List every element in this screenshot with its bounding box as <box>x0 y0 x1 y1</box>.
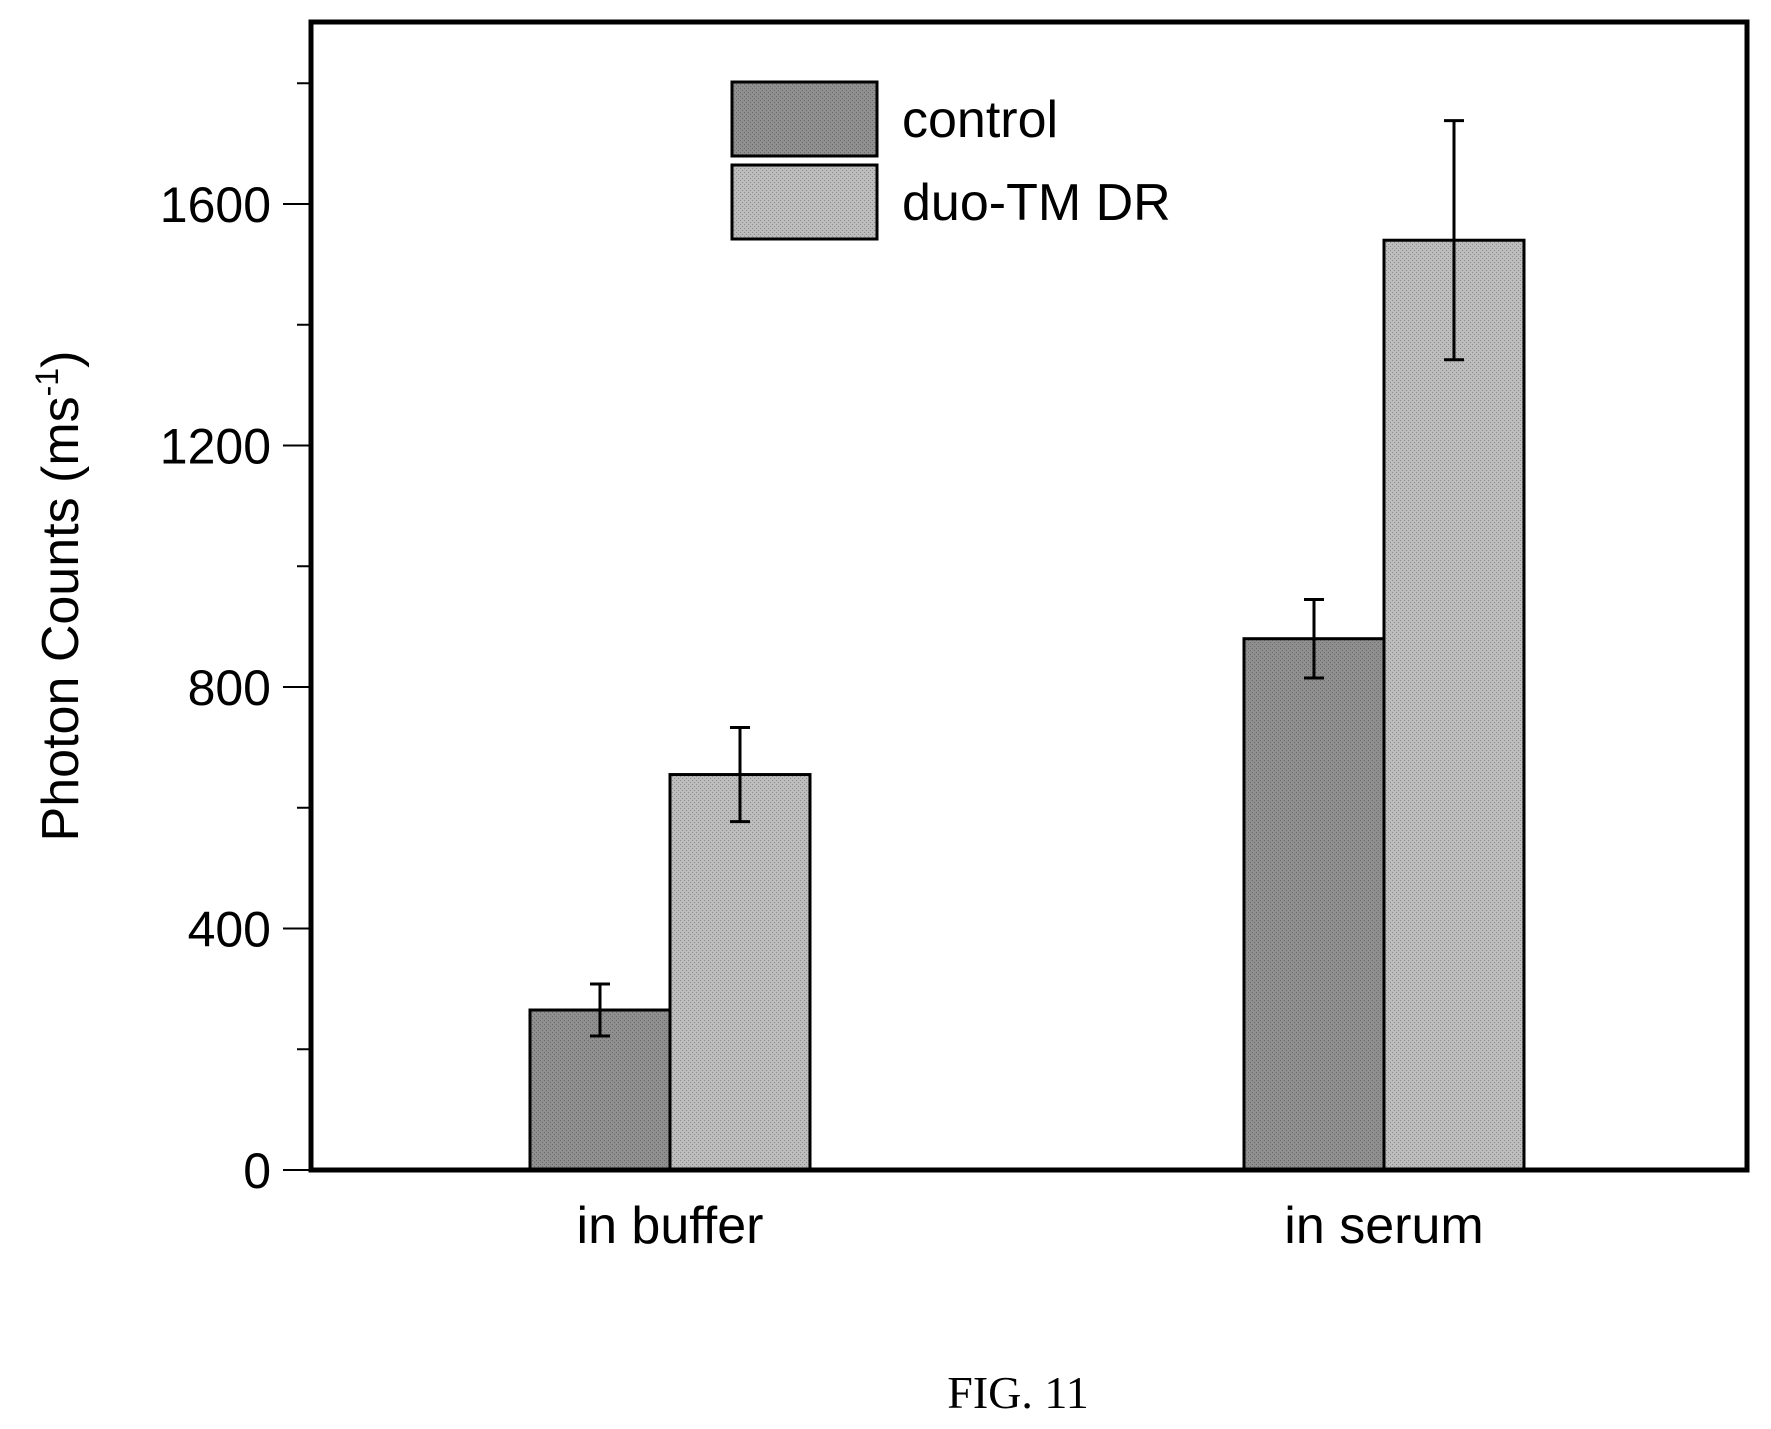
y-tick-label: 1200 <box>160 419 271 475</box>
bar-control-in-serum <box>1242 637 1386 1172</box>
figure-caption: FIG. 11 <box>947 1367 1088 1418</box>
error-bars-group <box>311 119 1747 1173</box>
legend-label-duo-tm-dr: duo-TM DR <box>902 174 1171 232</box>
y-axis-title: Photon Counts (ms-1) <box>29 351 90 842</box>
bar-duo-tm-dr-in-serum <box>1382 238 1526 1172</box>
x-axis-labels: in buffer in serum <box>577 1197 1484 1255</box>
y-tick-label: 400 <box>188 902 271 958</box>
y-axis: 0 400 800 1200 1600 <box>160 82 311 1199</box>
y-tick-label: 800 <box>188 660 271 716</box>
y-axis-title-sup: -1 <box>29 368 65 396</box>
legend: control duo-TM DR <box>730 80 1171 241</box>
y-axis-title-close: ) <box>32 351 90 368</box>
y-tick-label: 1600 <box>160 177 271 233</box>
legend-swatch-duo-tm-dr <box>730 163 879 241</box>
legend-swatch-control <box>730 80 879 158</box>
legend-label-control: control <box>902 91 1058 149</box>
y-tick-label: 0 <box>243 1143 271 1199</box>
bars-group <box>528 238 1526 1172</box>
y-axis-title-main: Photon Counts (ms <box>32 396 90 841</box>
x-category-label: in buffer <box>577 1197 764 1255</box>
bar-duo-tm-dr-in-buffer <box>668 773 812 1172</box>
x-category-label: in serum <box>1284 1197 1483 1255</box>
